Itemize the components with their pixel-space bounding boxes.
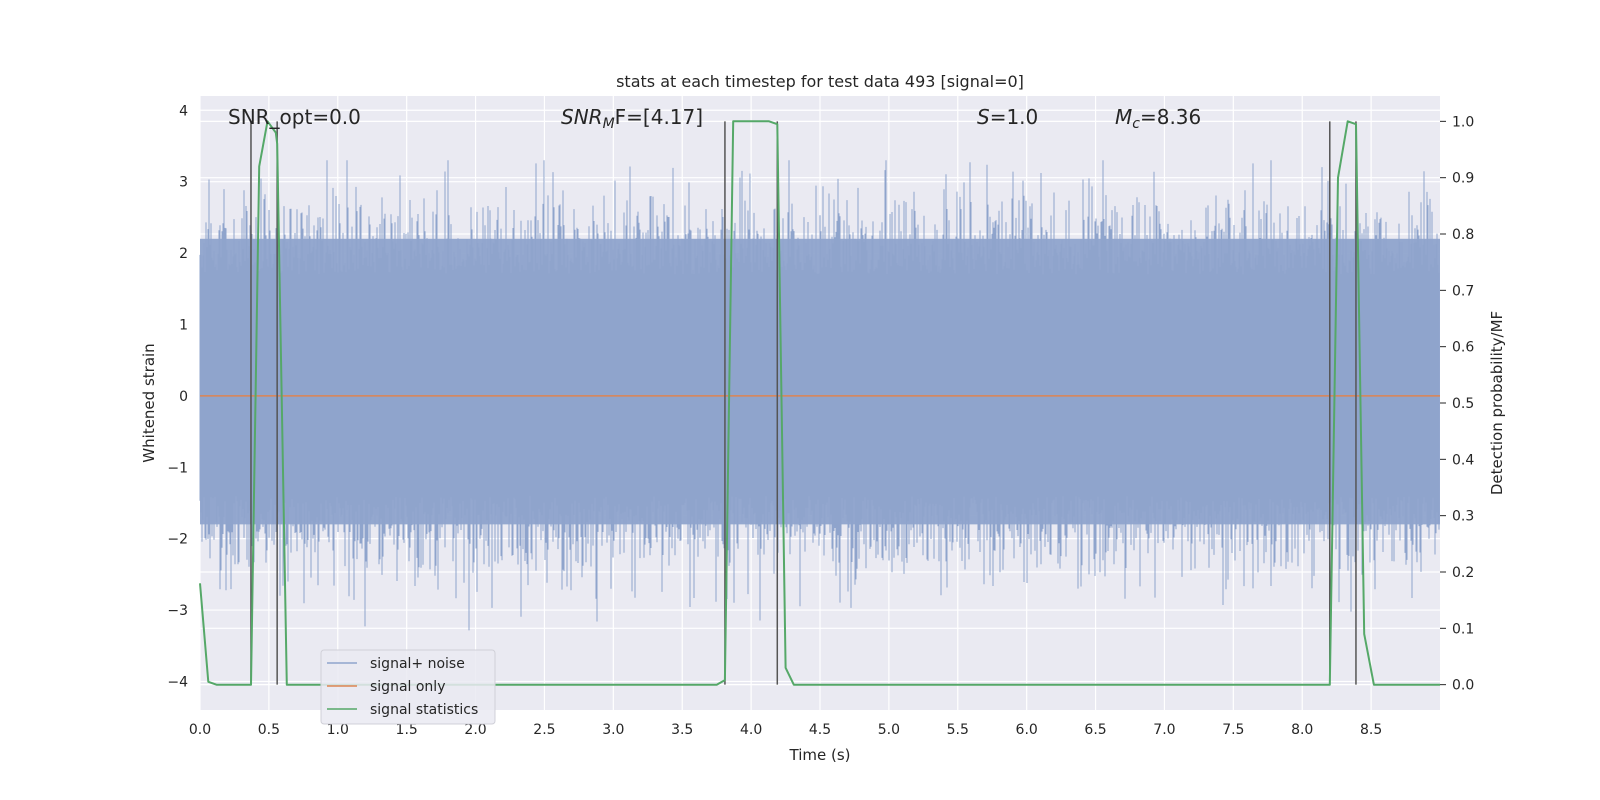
x-tick-label: 8.0 [1291,722,1313,738]
x-tick-label: 6.0 [1016,722,1038,738]
annotation-s: S=1.0 [977,105,1038,129]
noise-trace [199,160,1440,631]
annotation-snr-mf-rest: F=[4.17] [615,105,703,129]
y2-tick-label: 0.5 [1452,396,1474,412]
x-tick-label: 7.0 [1153,722,1175,738]
annotation-mc-rest: =8.36 [1140,105,1201,129]
annotation-s-rest: =1.0 [990,105,1039,129]
x-tick-label: 0.0 [189,722,211,738]
annotation-mc-var: M [1115,105,1132,129]
y2-tick-label: 0.2 [1452,565,1474,581]
y-tick-label: 3 [179,175,188,191]
legend-label-stats: signal statistics [370,702,478,718]
y2-axis-label: Detection probability/MF [1488,311,1506,495]
y-axis-label: Whitened strain [140,343,158,462]
legend-label-signal: signal only [370,679,445,695]
y-tick-label: −3 [167,603,188,619]
y-tick-label: −1 [167,460,188,476]
x-tick-label: 2.0 [464,722,486,738]
x-tick-label: 6.5 [1084,722,1106,738]
annotation-s-var: S [977,105,990,129]
signal-statistics-series [199,120,1440,686]
x-tick-label: 0.5 [258,722,280,738]
y2-tick-label: 0.0 [1452,678,1474,694]
x-tick-label: 5.5 [947,722,969,738]
y-tick-label: −2 [167,532,188,548]
legend: signal+ noise signal only signal statist… [320,649,496,725]
legend-box [320,649,496,725]
x-tick-label: 4.0 [740,722,762,738]
y2-tick-label: 0.3 [1452,509,1474,525]
annotation-snr-mf-var: SNR [561,105,603,129]
y-axis-ticks: 4 3 2 1 0 −1 −2 −3 −4 [167,103,188,690]
signal-statistics-line [199,120,1440,686]
y-tick-label: 4 [179,103,188,119]
annotation-snr-mf-sub: M [603,116,615,132]
y2-tick-label: 0.7 [1452,283,1474,299]
vertical-markers [250,121,1357,685]
x-axis-ticks: 0.0 0.5 1.0 1.5 2.0 2.5 3.0 3.5 4.0 4.5 5.0 5.5 6.0 6… [189,722,1382,738]
y-tick-label: 1 [179,317,188,333]
annotation-snr-mf: SNRMF=[4.17] [561,105,703,132]
y2-tick-label: 0.6 [1452,340,1474,356]
x-tick-label: 3.0 [602,722,624,738]
y2-tick-label: 0.9 [1452,171,1474,187]
x-tick-label: 4.5 [809,722,831,738]
x-tick-label: 2.5 [533,722,555,738]
x-tick-label: 3.5 [671,722,693,738]
x-tick-label: 7.5 [1222,722,1244,738]
chart-title: stats at each timestep for test data 493… [616,72,1024,91]
y2-axis-ticks: 1.0 0.9 0.8 0.7 0.6 0.5 0.4 0.3 0.2 0.1 0.0 [1440,114,1474,694]
annotation-mc: Mc=8.36 [1115,105,1201,132]
x-tick-label: 5.0 [878,722,900,738]
y2-tick-label: 1.0 [1452,114,1474,130]
signal-noise-series [199,160,1440,631]
legend-label-noise: signal+ noise [370,656,465,672]
y-tick-label: 0 [179,389,188,405]
annotation-snr-opt: SNR_opt=0.0 [228,105,361,129]
y2-tick-label: 0.8 [1452,227,1474,243]
y2-tick-label: 0.4 [1452,452,1474,468]
x-tick-label: 1.0 [327,722,349,738]
x-tick-label: 8.5 [1360,722,1382,738]
x-tick-label: 1.5 [396,722,418,738]
y2-tick-label: 0.1 [1452,621,1474,637]
y-tick-label: 2 [179,246,188,262]
y-tick-label: −4 [167,674,188,690]
annotation-mc-sub: c [1132,116,1140,132]
x-axis-label: Time (s) [789,746,851,764]
